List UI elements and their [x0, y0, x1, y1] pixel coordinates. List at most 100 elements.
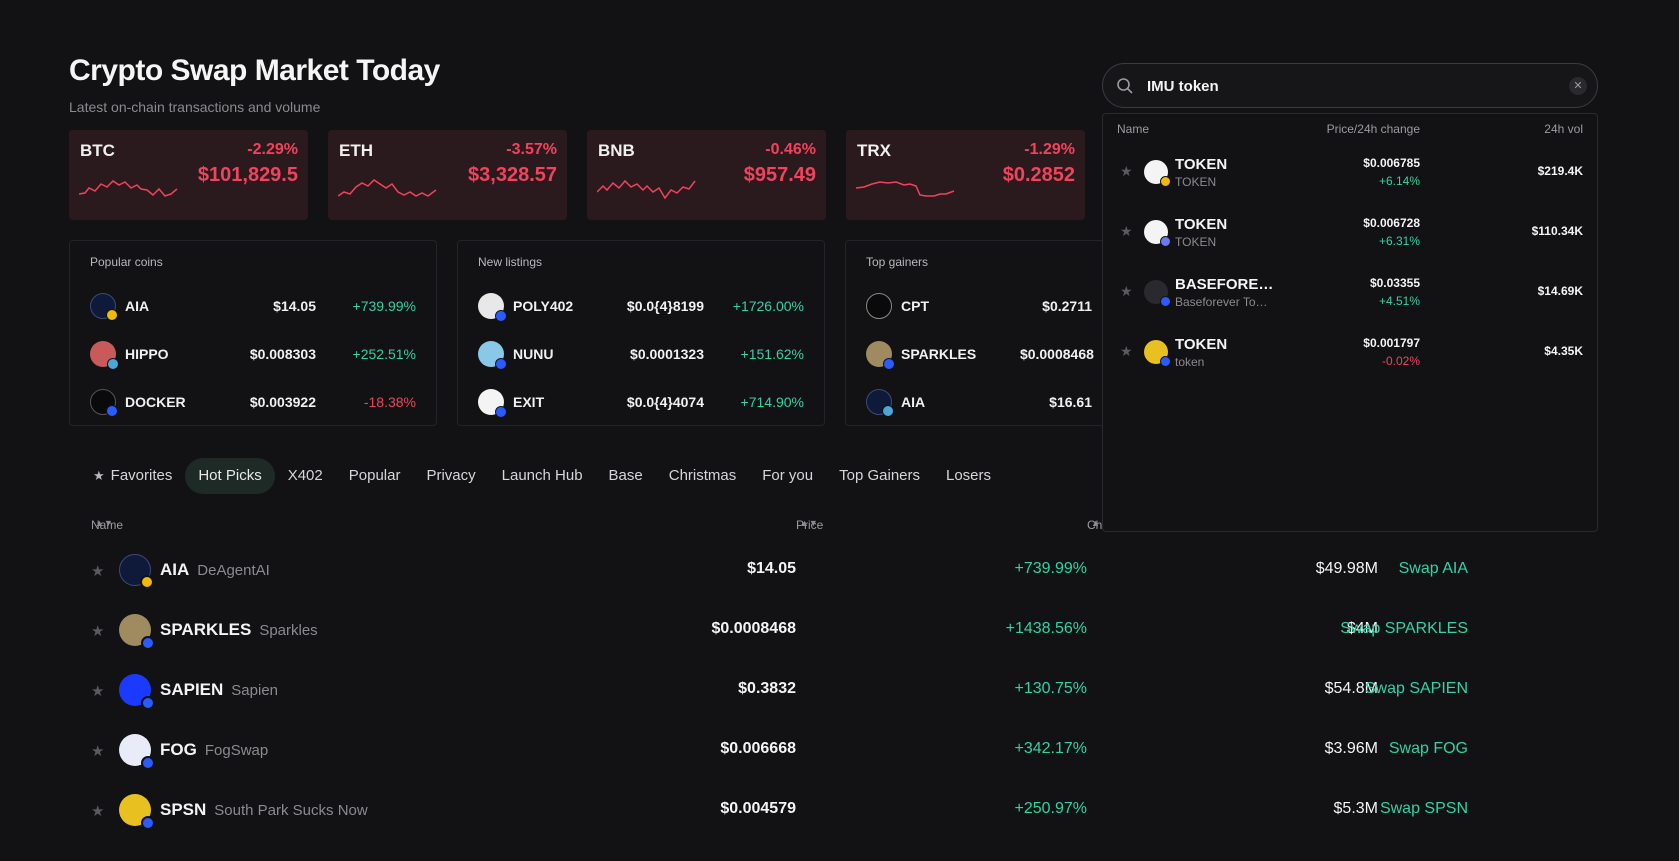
favorite-star-icon[interactable]: ★ [91, 563, 105, 580]
tab-losers[interactable]: Losers [946, 467, 992, 484]
sort-icon: ▲▼ [800, 518, 818, 528]
list-item[interactable]: HIPPO $0.008303 +252.51% [90, 339, 416, 370]
token-symbol: FOG [160, 740, 197, 759]
list-item[interactable]: POLY402 $0.0{4}8199 +1726.00% [478, 291, 804, 322]
ticker-card-btc[interactable]: BTC -2.29% $101,829.5 [69, 130, 308, 220]
coin-name: EXIT [513, 394, 545, 410]
tab-for-you[interactable]: For you [762, 467, 814, 484]
tab-launch-hub[interactable]: Launch Hub [501, 467, 583, 484]
token-symbol: SPARKLES [160, 620, 252, 639]
token-symbol: AIA [160, 560, 190, 579]
favorite-star-icon[interactable]: ★ [91, 683, 105, 700]
tab-privacy[interactable]: Privacy [426, 467, 476, 484]
result-volume: $110.34K [1531, 224, 1583, 238]
swap-link[interactable]: Swap SPSN [1379, 800, 1468, 817]
tab-christmas[interactable]: Christmas [668, 467, 737, 484]
token-icon [1144, 160, 1171, 187]
search-input[interactable] [1147, 74, 1547, 98]
token-price: $0.0008468 [711, 620, 796, 637]
panel-title: Top gainers [866, 255, 929, 269]
ticker-price: $3,328.57 [468, 164, 557, 186]
favorite-star-icon[interactable]: ★ [91, 623, 105, 640]
list-item[interactable]: DOCKER $0.003922 -18.38% [90, 387, 416, 417]
tab-x402[interactable]: X402 [287, 467, 323, 484]
table-row[interactable]: ★ SPSN South Park Sucks Now $0.004579 +25… [91, 782, 1581, 838]
ticker-change: -0.46% [765, 141, 816, 158]
favorite-star-icon[interactable]: ★ [1120, 223, 1133, 239]
summary-panels: Popular coins AIA $14.05 +739.99% HIPPO … [69, 240, 1213, 426]
search-result-item[interactable]: ★ BASEFORE… Baseforever To… $0.03355 +4.… [1103, 264, 1597, 320]
sparkline-chart [597, 179, 696, 200]
ticker-card-bnb[interactable]: BNB -0.46% $957.49 [587, 130, 826, 220]
swap-link[interactable]: Swap SPARKLES [1340, 620, 1468, 637]
favorite-star-icon[interactable]: ★ [91, 803, 105, 820]
tab-popular[interactable]: Popular [348, 467, 401, 484]
favorite-star-icon[interactable]: ★ [1120, 163, 1133, 179]
coin-change: +151.62% [740, 346, 804, 362]
table-row[interactable]: ★ AIA DeAgentAI $14.05 +739.99% $49.98M S… [91, 542, 1581, 598]
tab-top-gainers[interactable]: Top Gainers [839, 467, 920, 484]
swap-link[interactable]: Swap SAPIEN [1364, 680, 1468, 697]
sparkline-chart [338, 179, 437, 197]
ticker-card-eth[interactable]: ETH -3.57% $3,328.57 [328, 130, 567, 220]
coin-name: HIPPO [125, 346, 169, 362]
token-change: +130.75% [1014, 680, 1087, 697]
token-volume: $3.96M [1324, 740, 1378, 757]
ticker-card-trx[interactable]: TRX -1.29% $0.2852 [846, 130, 1085, 220]
list-item[interactable]: CPT $0.2711 [866, 291, 1192, 321]
token-price: $0.004579 [720, 800, 796, 817]
search-result-item[interactable]: ★ TOKEN token $0.001797 -0.02% $4.35K [1103, 324, 1597, 380]
result-name: TOKEN [1175, 216, 1228, 233]
result-change: +6.14% [1378, 174, 1420, 188]
favorite-star-icon[interactable]: ★ [91, 743, 105, 760]
swap-link[interactable]: Swap AIA [1398, 560, 1468, 577]
search-result-item[interactable]: ★ TOKEN TOKEN $0.006728 +6.31% $110.34K [1103, 204, 1597, 260]
results-price-header: Price/24h change [1326, 122, 1420, 136]
results-name-header: Name [1117, 122, 1150, 136]
result-subname: token [1175, 355, 1205, 369]
result-price: $0.006785 [1363, 156, 1420, 170]
search-icon [1117, 78, 1133, 94]
result-volume: $219.4K [1537, 164, 1583, 178]
search-results-dropdown: Name Price/24h change 24h vol ★ TOKEN TO… [1102, 113, 1598, 532]
fog-token-icon [119, 734, 155, 770]
token-symbol: SAPIEN [160, 680, 224, 699]
docker-token-icon [90, 389, 118, 417]
coin-price: $14.05 [273, 298, 316, 314]
coin-name: NUNU [513, 346, 554, 362]
list-item[interactable]: SPARKLES $0.0008468 [866, 339, 1192, 370]
token-name: Sparkles [259, 622, 318, 639]
top-gainers-panel: Top gainers CPT $0.2711 SPARKLES $0.0008… [845, 240, 1213, 426]
page-subtitle: Latest on-chain transactions and volume [69, 99, 321, 115]
list-item[interactable]: NUNU $0.0001323 +151.62% [478, 339, 804, 370]
token-price: $0.3832 [738, 680, 796, 697]
list-item[interactable]: AIA $14.05 +739.99% [90, 291, 416, 321]
tab-base[interactable]: Base [608, 467, 643, 484]
list-item[interactable]: AIA $16.61 [866, 387, 1192, 417]
swap-link[interactable]: Swap FOG [1388, 740, 1468, 757]
token-volume: $54.8M [1324, 680, 1378, 697]
table-row[interactable]: ★ SAPIEN Sapien $0.3832 +130.75% $54.8M S… [91, 662, 1581, 718]
favorite-star-icon[interactable]: ★ [1120, 283, 1133, 299]
poly402-token-icon [478, 293, 507, 322]
table-row[interactable]: ★ SPARKLES Sparkles $0.0008468 +1438.56% … [91, 602, 1581, 658]
list-item[interactable]: EXIT $0.0{4}4074 +714.90% [478, 387, 804, 418]
table-row[interactable]: ★ FOG FogSwap $0.006668 +342.17% $3.96M S… [91, 722, 1581, 778]
coin-price: $0.008303 [249, 346, 316, 362]
clear-icon[interactable]: ✕ [1569, 77, 1587, 95]
aia-token-icon [866, 389, 894, 417]
coin-price: $0.2711 [1042, 298, 1092, 314]
ticker-price: $101,829.5 [197, 164, 298, 186]
coin-name: AIA [125, 298, 150, 314]
tab-hot-picks[interactable]: Hot Picks [185, 458, 275, 494]
token-price: $14.05 [747, 560, 796, 577]
tab-favorites[interactable]: ★ Favorites [93, 467, 173, 484]
coin-price: $0.0008468 [1019, 346, 1094, 362]
favorite-star-icon[interactable]: ★ [1120, 343, 1133, 359]
sparkles-token-icon [866, 341, 895, 370]
coin-price: $0.0001323 [630, 346, 704, 362]
result-name: BASEFORE… [1175, 276, 1274, 293]
token-change: +250.97% [1014, 800, 1087, 817]
search-result-item[interactable]: ★ TOKEN TOKEN $0.006785 +6.14% $219.4K [1103, 144, 1597, 200]
result-subname: Baseforever To… [1175, 295, 1268, 309]
